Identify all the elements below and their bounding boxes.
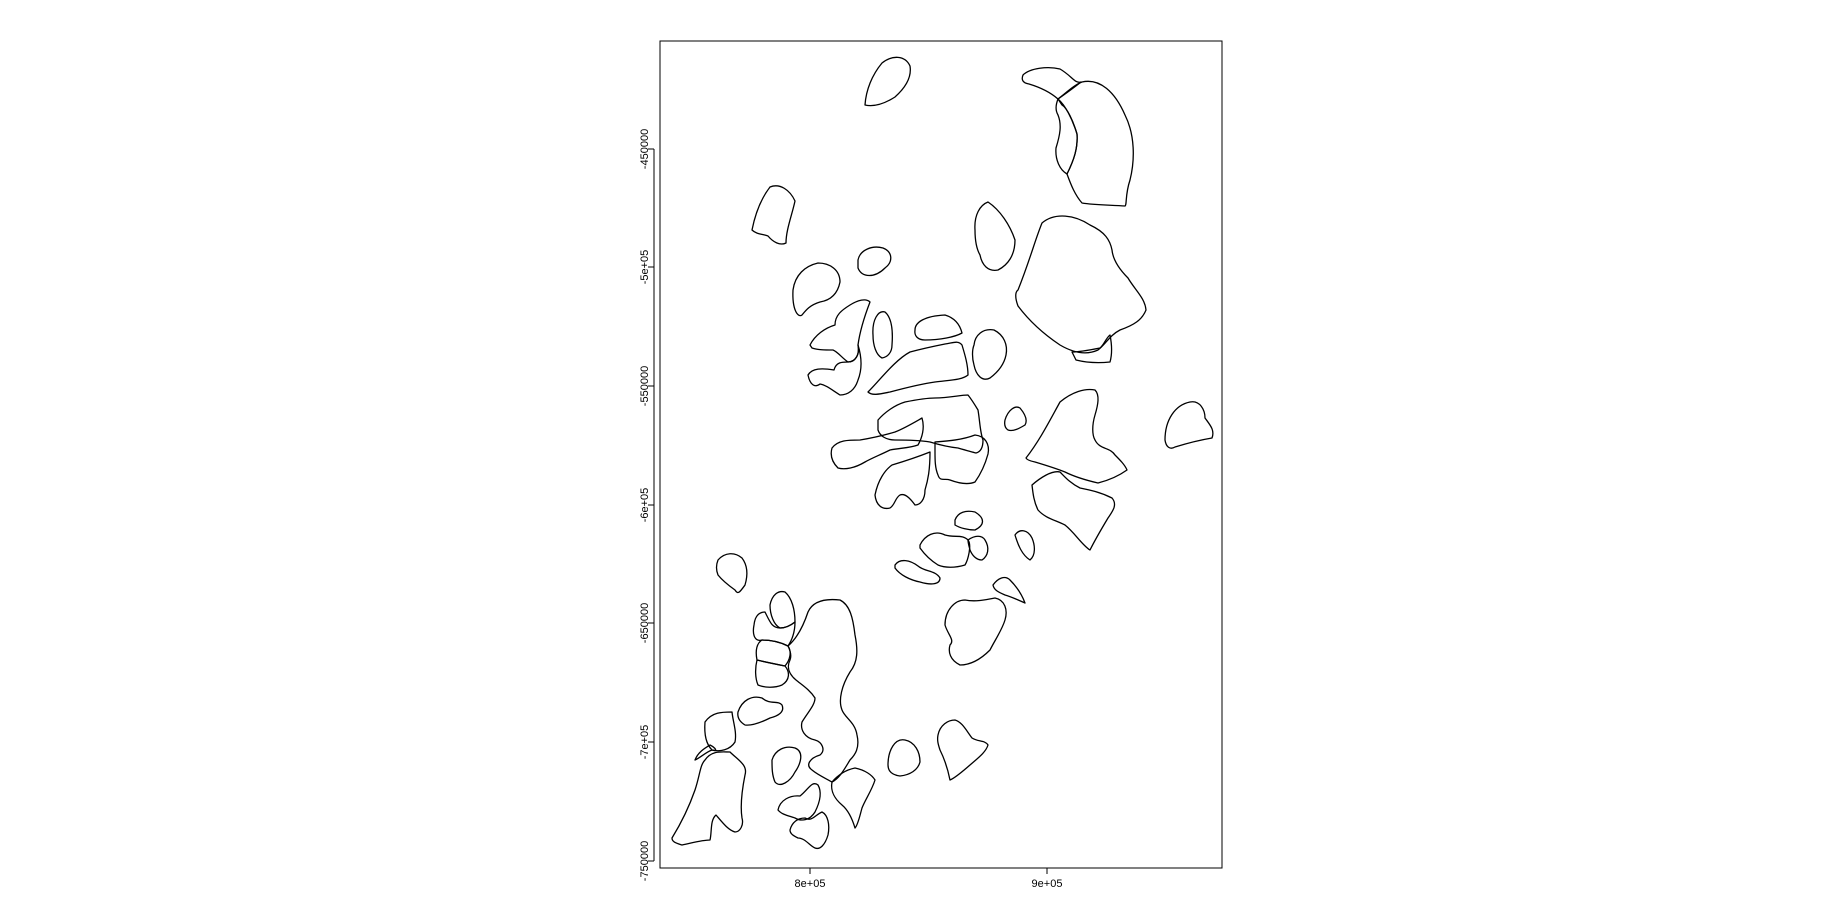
plot-frame	[659, 40, 1223, 869]
region-polygon	[1031, 471, 1116, 551]
region-polygon	[992, 576, 1026, 604]
region-polygon	[887, 739, 921, 777]
region-polygon	[755, 639, 791, 667]
region-polygon	[777, 783, 821, 821]
region-polygon	[971, 329, 1008, 380]
region-polygon	[864, 56, 911, 107]
x-tick-label: 8e+05	[795, 878, 826, 890]
region-polygon	[1021, 67, 1082, 100]
x-axis: 8e+05 9e+05	[795, 868, 1063, 890]
region-polygon	[1025, 388, 1128, 484]
y-tick-label: -650000	[639, 603, 651, 643]
region-polygon	[830, 767, 876, 829]
x-tick: 8e+05	[795, 868, 826, 890]
y-tick-label: -750000	[639, 841, 651, 881]
region-polygon	[792, 262, 841, 317]
region-polygon	[914, 314, 963, 341]
y-tick: -750000	[639, 841, 654, 881]
y-tick: -5e+05	[639, 250, 654, 285]
y-tick-label: -550000	[639, 366, 651, 406]
y-tick: -450000	[639, 129, 654, 169]
region-polygon	[934, 434, 990, 485]
region-polygon	[704, 711, 737, 752]
y-tick: -7e+05	[639, 725, 654, 760]
y-tick: -550000	[639, 366, 654, 406]
y-tick-label: -6e+05	[639, 488, 651, 523]
region-polygon	[1057, 80, 1134, 207]
region-polygon	[671, 751, 747, 846]
region-polygon	[936, 719, 989, 781]
region-polygon	[894, 559, 941, 585]
region-polygon	[789, 811, 830, 850]
region-polygon	[954, 510, 984, 531]
region-polygon	[830, 417, 924, 470]
region-polygon	[754, 659, 790, 688]
region-polygon	[974, 201, 1016, 271]
map-polygons	[671, 56, 1214, 850]
y-tick: -650000	[639, 603, 654, 643]
region-polygon	[1055, 98, 1078, 175]
region-polygon	[1015, 215, 1147, 354]
y-tick-label: -7e+05	[639, 725, 651, 760]
region-polygon	[944, 597, 1007, 666]
region-polygon	[694, 744, 717, 761]
region-polygon	[967, 535, 989, 561]
region-polygon	[751, 185, 796, 245]
region-polygon	[1164, 401, 1214, 449]
region-polygon	[737, 696, 784, 726]
region-polygon	[919, 532, 971, 568]
region-polygon	[872, 311, 893, 359]
x-tick: 9e+05	[1032, 868, 1063, 890]
region-polygon	[1014, 530, 1036, 561]
x-tick-label: 9e+05	[1032, 878, 1063, 890]
region-polygon	[857, 246, 892, 277]
region-polygon	[1003, 406, 1027, 432]
region-polygon	[771, 746, 802, 786]
y-tick-label: -5e+05	[639, 250, 651, 285]
region-polygon	[867, 341, 969, 395]
region-polygon	[877, 394, 984, 454]
region-polygon	[809, 299, 871, 363]
region-polygon	[769, 590, 796, 629]
y-tick-label: -450000	[639, 129, 651, 169]
region-polygon	[807, 344, 862, 396]
region-polygon	[874, 451, 931, 510]
y-axis: -450000 -5e+05 -550000 -6e+05 -650000 -7…	[639, 129, 654, 881]
y-tick: -6e+05	[639, 488, 654, 523]
region-polygon	[787, 598, 859, 783]
region-polygon	[715, 553, 748, 594]
region-polygon	[1071, 334, 1113, 364]
